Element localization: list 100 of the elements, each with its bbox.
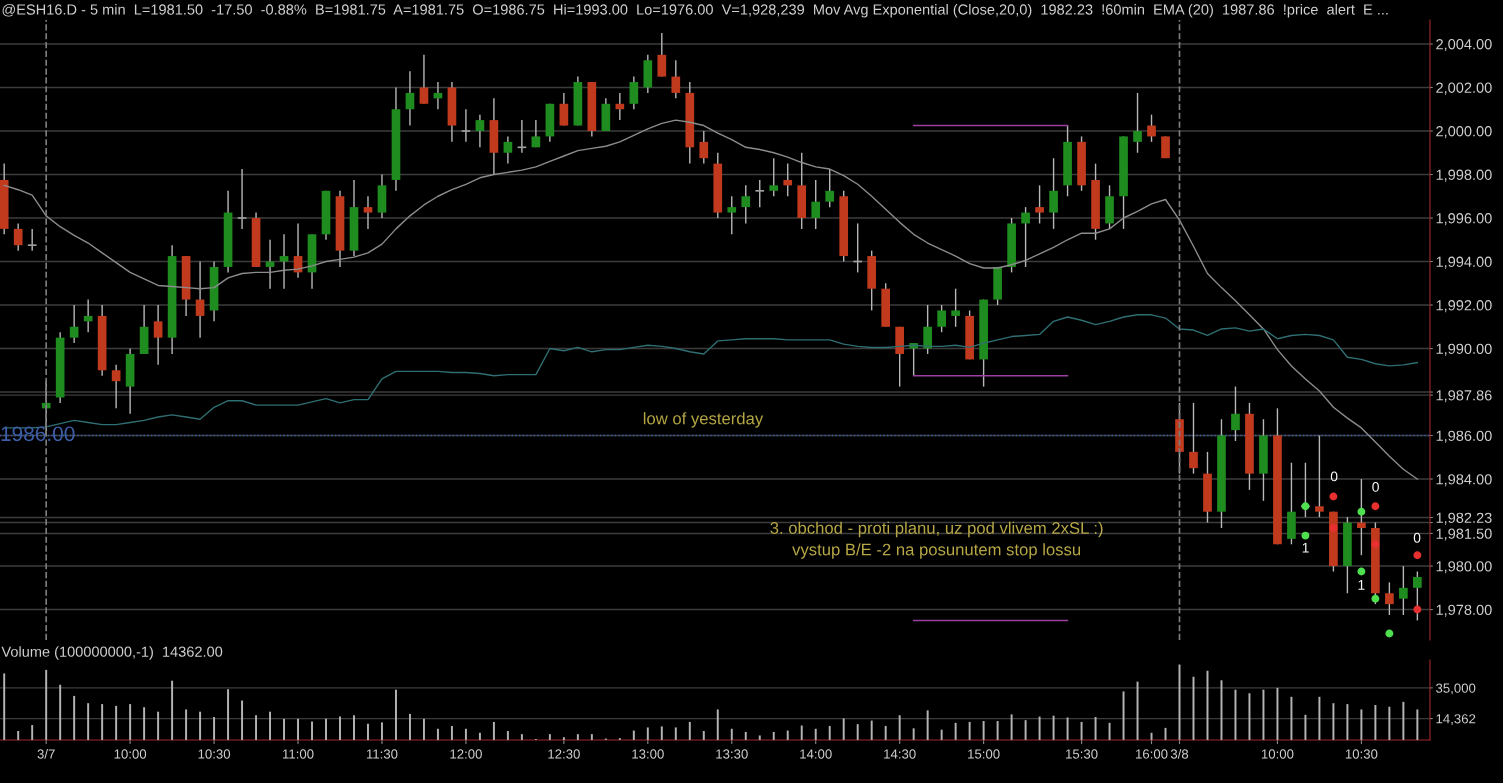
- candlestick: [460, 108, 472, 143]
- candlestick: [1147, 113, 1156, 143]
- candlestick: [503, 135, 513, 165]
- candlestick: [769, 157, 779, 197]
- candlestick: [1399, 565, 1408, 616]
- candlestick: [783, 162, 793, 197]
- y-tick-label: 1,998.00: [1436, 169, 1492, 182]
- candlestick: [1133, 92, 1142, 154]
- x-tick-label: 10:00: [1261, 749, 1294, 759]
- candlestick: [1049, 157, 1058, 230]
- x-tick-label: 12:00: [450, 749, 482, 759]
- y-tick-label: 1,978.00: [1436, 604, 1492, 617]
- candlestick: [1357, 478, 1366, 556]
- x-tick-label: 14:00: [800, 749, 832, 759]
- chart-title: Volume (100000000,-1) 14362.00: [1, 646, 223, 660]
- candlestick: [1021, 206, 1030, 268]
- candlestick: [27, 228, 38, 252]
- y-tick-label: 1,992.00: [1436, 300, 1492, 313]
- candlestick: [754, 179, 765, 208]
- x-tick-label: 3/8: [1170, 748, 1189, 759]
- y-tick-label: 1,980.00: [1436, 561, 1492, 574]
- candlestick: [531, 119, 541, 148]
- x-tick-label: 13:00: [632, 749, 664, 759]
- candlestick: [13, 222, 23, 252]
- chart-title: @ESH16.D - 5 min L=1981.50 -17.50 -0.88% B=1981.75 A=1981.75 O=1986.75 Hi=1993.00 Lo=1976.00 V=1,928,239 Mov Avg Exponential (Close,20,0) 1982.23 !60min EMA (20) 1987.86 !price alert E ...: [2, 3, 1388, 18]
- annotation: 1: [1302, 542, 1309, 553]
- y-tick-label: 1,986.00: [1436, 430, 1492, 443]
- candlestick: [419, 54, 429, 105]
- candlestick: [1385, 581, 1394, 616]
- x-tick-label: 15:00: [968, 749, 1000, 759]
- point: [1385, 629, 1394, 638]
- candlestick: [615, 92, 625, 121]
- y-tick-label: 1,982.23: [1436, 512, 1492, 525]
- x-tick-label: 16:00: [1136, 749, 1168, 759]
- x-tick-label: 11:00: [283, 749, 314, 759]
- ref-line-label: 1986.00: [1, 426, 75, 442]
- annotation: 1: [1358, 580, 1365, 590]
- point: [1371, 594, 1380, 603]
- x-tick-label: 10:30: [1345, 749, 1378, 759]
- point: [1413, 605, 1422, 614]
- candlestick: [937, 304, 946, 333]
- candlestick: [69, 304, 79, 344]
- candlestick: [475, 113, 485, 148]
- y-tick-label: 2,002.00: [1436, 82, 1492, 95]
- candlestick: [699, 130, 709, 165]
- y-tick-label: 2,000.00: [1436, 126, 1492, 139]
- annotation: 0: [1330, 471, 1338, 482]
- x-tick-label: 14:30: [884, 749, 916, 759]
- point: [1357, 567, 1366, 576]
- y-tick-label: 1,994.00: [1436, 256, 1492, 269]
- y-tick-label: 1,984.00: [1436, 474, 1492, 487]
- candlestick: [1315, 434, 1324, 518]
- point: [1371, 540, 1380, 549]
- candlestick: [741, 184, 751, 225]
- candlestick: [629, 75, 639, 110]
- candlestick: [671, 59, 681, 100]
- point: [1329, 492, 1338, 501]
- annotation: 0: [1413, 532, 1421, 543]
- point: [1301, 531, 1310, 540]
- y-tick-label: 14,362: [1436, 714, 1476, 726]
- y-tick-label: 1,990.00: [1436, 343, 1492, 356]
- candlestick: [923, 304, 932, 355]
- annotation: 3. obchod - proti planu, uz pod vlivem 2xSL :) vystup B/E -2 na posunutem stop lossu: [770, 521, 1103, 559]
- x-tick-label: 10:00: [114, 749, 147, 759]
- candlestick: [405, 70, 415, 127]
- point: [1357, 507, 1366, 516]
- y-tick-label: 2,004.00: [1436, 39, 1492, 52]
- candlestick: [727, 195, 737, 236]
- candlestick: [111, 364, 121, 410]
- candlestick: [1035, 184, 1044, 225]
- x-tick-label: 15:30: [1066, 749, 1098, 759]
- point: [1413, 551, 1422, 560]
- candlestick: [811, 179, 821, 230]
- candlestick: [825, 168, 835, 208]
- candlestick: [153, 304, 163, 366]
- candlestick: [909, 342, 918, 377]
- y-tick-label: 1,996.00: [1436, 213, 1492, 226]
- line-series: [3, 119, 1419, 480]
- candlestick: [279, 233, 289, 290]
- candlestick: [236, 168, 248, 230]
- y-tick-label: 35,000: [1436, 683, 1476, 695]
- annotation: 0: [1372, 482, 1379, 492]
- y-tick-label: 1,981.50: [1436, 528, 1492, 541]
- x-tick-label: 13:30: [716, 749, 748, 759]
- x-tick-label: 11:30: [366, 749, 398, 759]
- annotation: low of yesterday: [643, 412, 764, 428]
- x-tick-label: 12:30: [548, 749, 580, 759]
- point: [1371, 502, 1380, 511]
- candlestick: [1189, 402, 1198, 475]
- candlestick: [363, 195, 373, 230]
- candlestick: [1413, 570, 1422, 622]
- candlestick: [559, 92, 569, 127]
- y-tick-label: 1,987.86: [1436, 390, 1492, 403]
- candlestick: [516, 119, 528, 154]
- candlestick: [657, 32, 667, 78]
- candlestick: [195, 260, 205, 339]
- candlestick: [1231, 385, 1240, 442]
- x-tick-label: 10:30: [198, 749, 231, 759]
- point: [1329, 524, 1338, 532]
- x-tick-label: 3/7: [37, 748, 55, 759]
